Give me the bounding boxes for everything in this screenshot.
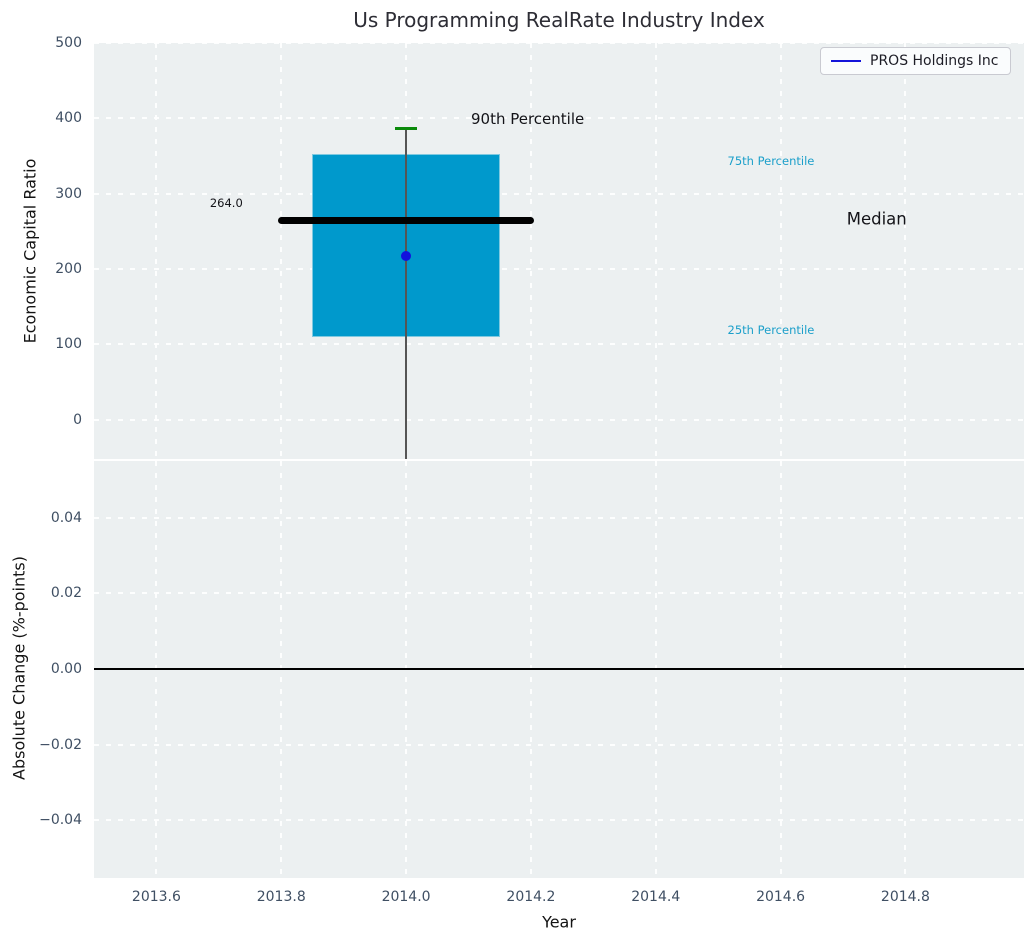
- whisker-line: [405, 128, 407, 459]
- gridline-y: [94, 268, 1024, 271]
- gridline-y: [94, 418, 1024, 421]
- y-tick-label: 0.00: [50, 660, 82, 677]
- annotation-label: 25th Percentile: [727, 323, 815, 338]
- y-tick-label: 400: [55, 110, 82, 127]
- legend: PROS Holdings Inc: [820, 47, 1011, 75]
- gridline-y: [94, 819, 1024, 822]
- gridline-y: [94, 117, 1024, 120]
- y-tick-label: 0: [73, 411, 82, 428]
- annotation-label: 264.0: [209, 195, 243, 210]
- y-tick-label: 500: [55, 35, 82, 51]
- y-tick-label: 100: [55, 336, 82, 353]
- x-tick-label: 2014.0: [381, 889, 431, 905]
- x-tick-label: 2013.8: [256, 889, 306, 905]
- gridline-y: [94, 43, 1024, 44]
- zero-line: [94, 668, 1024, 670]
- x-axis-label: Year: [542, 912, 576, 932]
- plot-area-bottom: [94, 461, 1024, 878]
- annotation-label: Median: [846, 209, 907, 229]
- x-tick-label: 2013.6: [131, 889, 181, 905]
- y-tick-label: 300: [55, 185, 82, 202]
- annotation-label: 75th Percentile: [727, 153, 815, 168]
- chart-title: Us Programming RealRate Industry Index: [353, 8, 765, 32]
- x-tick-label: 2014.8: [880, 889, 930, 905]
- gridline-x: [529, 43, 532, 459]
- y-tick-label: −0.02: [39, 736, 82, 753]
- y-tick-label: 200: [55, 261, 82, 278]
- gridline-y: [94, 743, 1024, 746]
- company-point: [401, 251, 412, 262]
- p90-cap: [394, 126, 418, 130]
- gridline-x: [779, 43, 782, 459]
- annotation-label: 90th Percentile: [470, 110, 585, 129]
- gridline-y: [94, 592, 1024, 595]
- y-tick-label: −0.04: [39, 812, 82, 829]
- gridline-y: [94, 343, 1024, 346]
- gridline-x: [904, 43, 907, 459]
- x-tick-label: 2014.2: [506, 889, 556, 905]
- gridline-x: [155, 43, 158, 459]
- x-tick-label: 2014.6: [756, 889, 806, 905]
- x-tick-label: 2014.4: [631, 889, 681, 905]
- gridline-y: [94, 192, 1024, 195]
- y-tick-label: 0.02: [50, 585, 82, 602]
- legend-entry-label: PROS Holdings Inc: [870, 53, 999, 69]
- gridline-x: [654, 43, 657, 459]
- plot-area-top: 264.0 90th Percentile 75th Percentile Media…: [94, 43, 1024, 459]
- gridline-y: [94, 516, 1024, 519]
- gridline-x: [280, 43, 283, 459]
- median-line: [278, 217, 535, 225]
- y-tick-label: 0.04: [50, 509, 82, 526]
- legend-line-sample: [831, 60, 861, 62]
